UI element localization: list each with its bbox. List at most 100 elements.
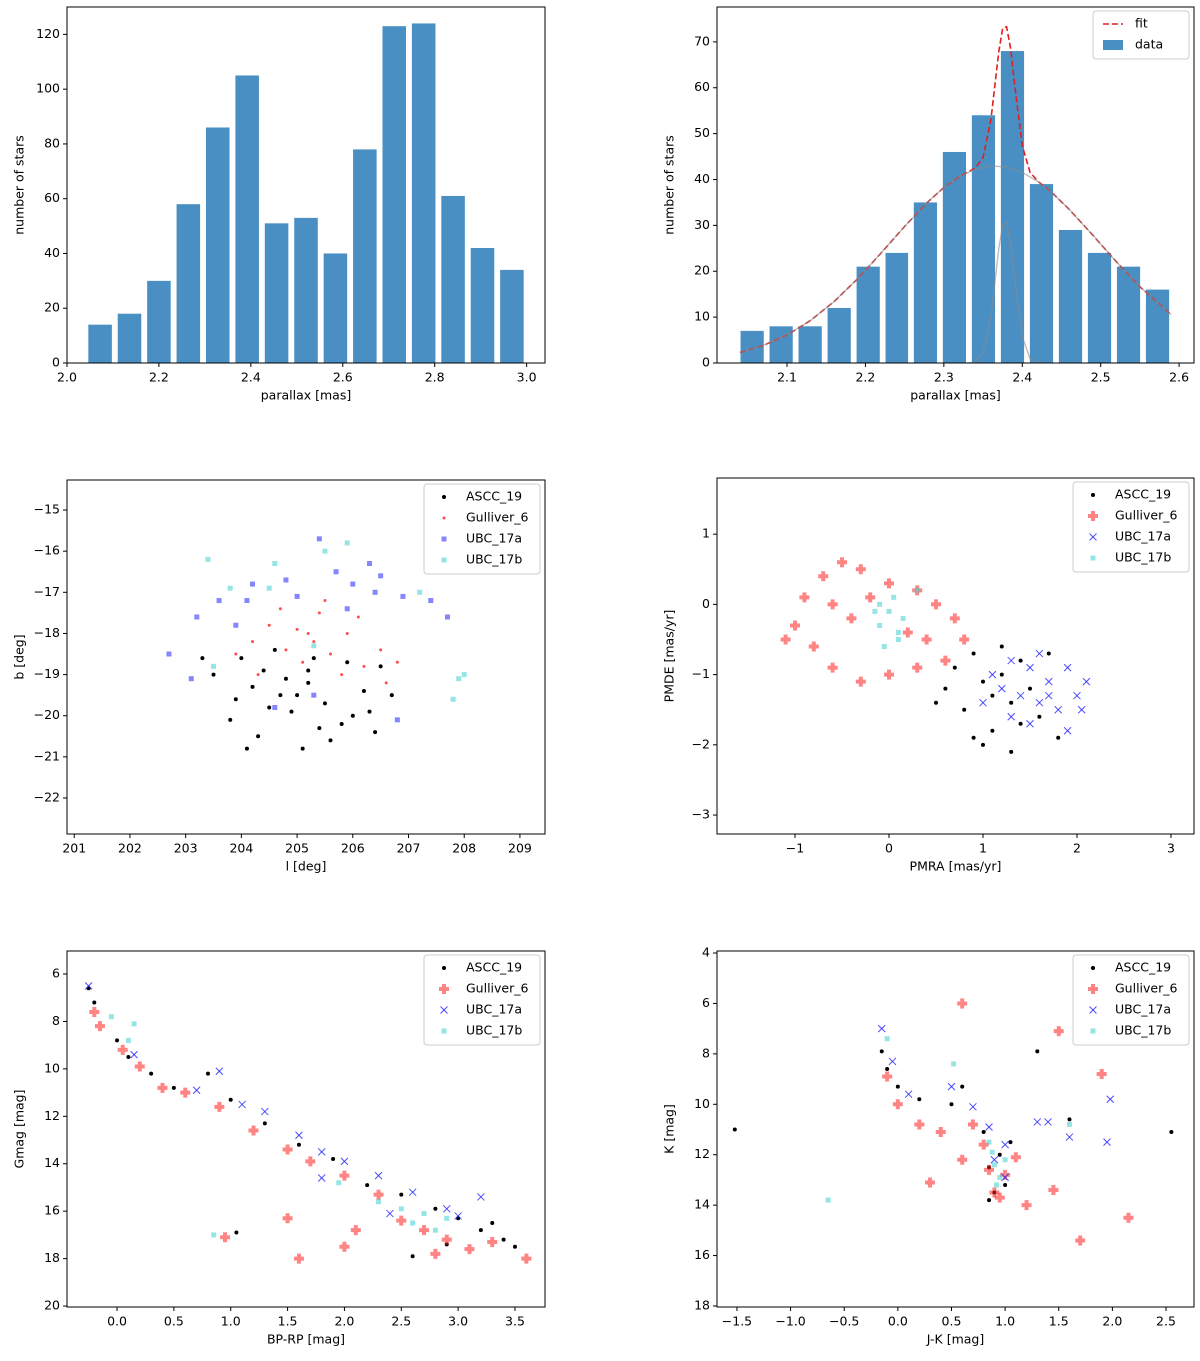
point-stroke: [1106, 1095, 1115, 1104]
point: [984, 1164, 995, 1175]
point-stroke: [988, 670, 997, 679]
point: [1001, 1140, 1009, 1149]
x-tick-label: −0.5: [829, 1314, 859, 1329]
point: [428, 598, 434, 604]
point: [283, 676, 288, 681]
point-stroke: [238, 1100, 246, 1109]
point: [260, 1107, 269, 1116]
axes-frame: [716, 950, 1195, 1308]
point: [884, 669, 895, 680]
x-tick-label: 1.5: [1049, 1314, 1069, 1329]
point: [957, 1154, 968, 1165]
point: [251, 640, 255, 644]
point: [1002, 1157, 1008, 1163]
legend-marker: [1091, 966, 1095, 970]
point: [997, 1174, 1003, 1180]
point: [990, 728, 995, 733]
x-tick-label: −1.5: [722, 1314, 752, 1329]
point: [855, 564, 866, 575]
y-tick-label: 40: [44, 245, 60, 260]
axes-frame: [716, 477, 1195, 835]
fit-line: [967, 221, 1039, 364]
point: [244, 598, 250, 604]
point: [398, 1206, 404, 1212]
point: [1001, 1173, 1009, 1182]
point: [394, 717, 400, 723]
point: [267, 705, 272, 710]
point: [234, 1230, 239, 1235]
x-tick-label: 0.0: [888, 1314, 908, 1329]
point: [799, 592, 810, 603]
point: [981, 1130, 986, 1135]
point: [214, 1101, 225, 1112]
legend-label: UBC_17b: [466, 552, 522, 567]
point-stroke: [192, 1086, 201, 1095]
x-tick-label: 3.5: [505, 1314, 525, 1329]
point-stroke: [1016, 691, 1025, 700]
point: [317, 726, 322, 731]
point: [125, 1037, 131, 1043]
point: [340, 1157, 349, 1166]
point: [881, 644, 887, 650]
y-tick-label: −15: [34, 502, 60, 517]
point-stroke: [985, 1123, 993, 1131]
bar: [382, 26, 407, 364]
x-tick-label: 205: [285, 841, 309, 856]
legend-marker: [1090, 555, 1096, 561]
y-tick-label: 14: [44, 1155, 60, 1170]
point: [323, 599, 327, 603]
point: [501, 1237, 506, 1242]
axes-frame: [66, 6, 546, 364]
x-tick-label: 204: [229, 841, 253, 856]
point-stroke: [440, 1006, 448, 1014]
y-tick-label: 20: [694, 263, 710, 278]
bar: [88, 324, 112, 363]
point: [410, 1220, 416, 1226]
point: [917, 1097, 922, 1102]
bar: [913, 202, 938, 363]
point: [126, 1055, 131, 1060]
point-stroke: [1035, 649, 1044, 658]
point: [1016, 691, 1025, 700]
bar: [176, 204, 201, 363]
y-tick-label: 60: [694, 79, 710, 94]
point: [969, 1102, 977, 1111]
point: [92, 1000, 97, 1005]
point: [971, 651, 976, 656]
x-axis-label: J-K [mag]: [926, 1332, 984, 1347]
point: [960, 1084, 965, 1089]
point-stroke: [1007, 712, 1016, 721]
point-stroke: [1044, 1118, 1052, 1126]
bar: [769, 326, 793, 363]
y-tick-label: 16: [694, 1247, 710, 1262]
point: [1063, 663, 1072, 672]
legend-marker: [442, 516, 446, 520]
legend-marker: [1089, 533, 1097, 541]
y-tick-label: 50: [694, 125, 710, 140]
point: [895, 1084, 900, 1089]
point: [978, 1139, 989, 1150]
point: [877, 601, 883, 607]
y-tick-label: 30: [694, 217, 710, 232]
point: [1009, 700, 1014, 705]
bar: [1058, 229, 1083, 363]
y-tick-label: −20: [34, 707, 60, 722]
y-tick-label: 8: [52, 1013, 60, 1028]
point: [234, 652, 238, 656]
point: [1008, 1140, 1013, 1145]
point: [1018, 721, 1023, 726]
point: [935, 1127, 946, 1138]
legend-label: ASCC_19: [1115, 487, 1171, 502]
bar: [1000, 51, 1025, 364]
point: [1007, 656, 1016, 665]
point: [417, 589, 423, 595]
point: [872, 608, 878, 614]
point: [1103, 1138, 1111, 1146]
point: [912, 662, 923, 673]
legend-label: Gulliver_6: [466, 510, 529, 525]
point-stroke: [997, 684, 1006, 693]
point-stroke: [1077, 705, 1086, 714]
bar: [827, 307, 851, 363]
point: [396, 1215, 407, 1226]
point: [521, 1253, 532, 1264]
